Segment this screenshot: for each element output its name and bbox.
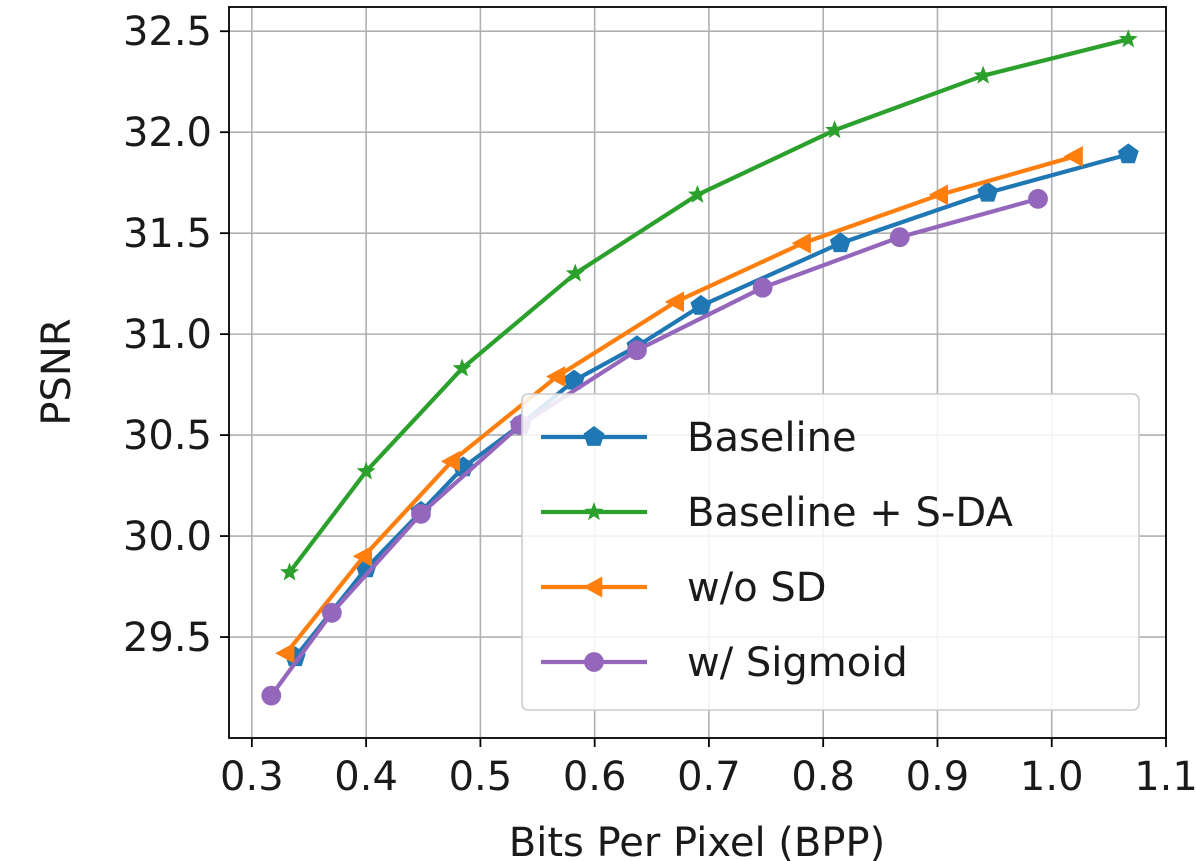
y-tick-label: 32.0 [123, 110, 212, 156]
data-point [452, 358, 472, 377]
legend-label: Baseline [687, 415, 857, 461]
data-point [664, 291, 685, 313]
legend-label: w/o SD [687, 565, 827, 611]
data-point [1118, 29, 1138, 48]
data-point [280, 562, 300, 581]
data-point [627, 340, 647, 361]
legend-label: Baseline + S-DA [687, 490, 1013, 536]
data-point [352, 545, 373, 567]
data-point [687, 184, 708, 203]
data-point [825, 120, 845, 139]
x-tick-label: 1.1 [1134, 754, 1196, 800]
data-point [321, 602, 342, 623]
data-point [545, 366, 566, 387]
ticks: 0.3 0.4 0.5 0.6 0.7 0.8 0.9 1.0 1.1 29.5 30.0 30.5 3… [123, 9, 1196, 800]
legend-box [521, 393, 1140, 711]
data-point [275, 642, 295, 664]
series-w-o-sd [275, 145, 1083, 664]
y-tick-label: 30.5 [123, 413, 212, 459]
legend-marker [583, 576, 603, 598]
data-point [973, 65, 993, 84]
data-point [565, 263, 585, 282]
data-point [752, 277, 773, 298]
legend-item-w-o-sd: w/o SD [541, 565, 827, 611]
x-tick-label: 0.5 [449, 754, 513, 800]
series-baseline-s-da [280, 29, 1138, 581]
x-axis-label: Bits Per Pixel (BPP) [509, 820, 885, 861]
series-w-sigmoid [261, 188, 1048, 706]
data-point [977, 181, 999, 202]
data-point [440, 450, 461, 472]
y-tick-label: 29.5 [123, 615, 212, 661]
data-point [261, 685, 282, 706]
data-point [1063, 145, 1083, 167]
data-point [829, 232, 851, 253]
series-line [284, 154, 1076, 655]
x-tick-label: 0.9 [906, 754, 970, 800]
x-tick-label: 1.0 [1020, 754, 1084, 800]
x-tick-label: 0.3 [220, 754, 284, 800]
legend-item-w-sigmoid: w/ Sigmoid [541, 640, 908, 686]
data-point [889, 227, 910, 248]
legend: Baseline Baseline + S-DA w/o SD w/ Sigmoid [521, 393, 1140, 711]
y-tick-label: 31.0 [123, 312, 212, 358]
y-tick-label: 31.5 [123, 211, 212, 257]
data-point [690, 294, 712, 315]
y-tick-label: 32.5 [123, 9, 212, 55]
data-point [1028, 188, 1048, 209]
plot-frame [228, 6, 1167, 739]
y-tick-label: 30.0 [123, 514, 212, 560]
legend-label: w/ Sigmoid [687, 640, 908, 686]
legend-item-baseline-s-da: Baseline + S-DA [541, 490, 1013, 536]
legend-marker [583, 426, 605, 446]
series-line [269, 196, 1039, 697]
data-point [411, 503, 431, 524]
x-tick-label: 0.8 [791, 754, 855, 800]
data-point [928, 184, 948, 206]
data-point [563, 369, 585, 390]
legend-item-baseline: Baseline [541, 415, 857, 461]
series-layer [261, 29, 1139, 706]
data-point [1117, 143, 1139, 164]
legend-marker [584, 652, 604, 672]
x-tick-label: 0.4 [334, 754, 398, 800]
y-axis-label: PSNR [34, 318, 80, 425]
x-tick-label: 0.7 [677, 754, 741, 800]
legend-marker [584, 502, 604, 521]
data-point [356, 461, 376, 480]
x-tick-label: 0.6 [563, 754, 627, 800]
data-point [791, 232, 811, 254]
series-line [287, 37, 1129, 574]
